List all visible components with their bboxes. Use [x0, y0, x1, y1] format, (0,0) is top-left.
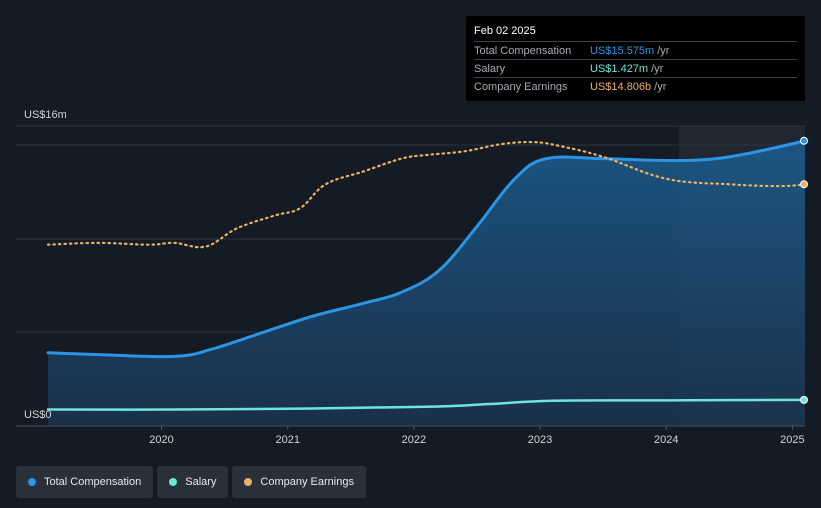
tooltip-value: US$14.806b: [590, 80, 652, 93]
tooltip-label: Salary: [474, 62, 506, 75]
x-tick-label: 2021: [275, 434, 299, 446]
x-tick-label: 2024: [654, 434, 678, 446]
legend-dot-icon: [28, 478, 36, 486]
legend-dot-icon: [244, 478, 253, 486]
series-area-total-compensation: [48, 140, 805, 426]
tooltip-unit: /yr: [654, 80, 667, 93]
series-end-point-total-compensation: [800, 136, 808, 145]
series-line-company-earnings: [46, 140, 807, 249]
tooltip-row-company-earnings: Company Earnings US$14.806b /yr: [474, 77, 797, 95]
x-tick-label: 2025: [780, 434, 804, 446]
legend-item-total-compensation[interactable]: Total Compensation: [16, 466, 154, 498]
series-line-total-compensation: [46, 139, 807, 359]
x-tick-label: 2023: [528, 434, 552, 446]
series-end-point-company-earnings: [800, 180, 808, 189]
tooltip-row-total-compensation: Total Compensation US$15.575m /yr: [474, 41, 797, 59]
tooltip-value: US$1.427m: [590, 62, 649, 75]
tooltip-label: Company Earnings: [474, 80, 568, 93]
legend-item-salary[interactable]: Salary: [157, 466, 229, 498]
tooltip-label: Total Compensation: [474, 44, 572, 57]
tooltip-date: Feb 02 2025: [474, 25, 536, 37]
y-axis-top-label: US$16m: [24, 109, 67, 121]
series-line-salary: [46, 398, 807, 411]
legend-label: Company Earnings: [260, 476, 354, 488]
legend-dot-icon: [169, 478, 178, 486]
x-tick-label: 2022: [402, 434, 426, 446]
y-axis-bottom-label: US$0: [24, 409, 52, 421]
tooltip-unit: /yr: [651, 62, 664, 75]
series-end-point-salary: [800, 395, 808, 404]
tooltip-row-salary: Salary US$1.427m /yr: [474, 59, 797, 77]
x-tick-label: 2020: [149, 434, 173, 446]
tooltip-value: US$15.575m: [590, 44, 655, 57]
legend: Total Compensation Salary Company Earnin…: [16, 466, 366, 498]
tooltip: Feb 02 2025 Total Compensation US$15.575…: [466, 16, 805, 101]
tooltip-unit: /yr: [657, 44, 670, 57]
legend-label: Salary: [185, 476, 217, 488]
legend-label: Total Compensation: [44, 476, 142, 488]
legend-item-company-earnings[interactable]: Company Earnings: [232, 466, 366, 498]
